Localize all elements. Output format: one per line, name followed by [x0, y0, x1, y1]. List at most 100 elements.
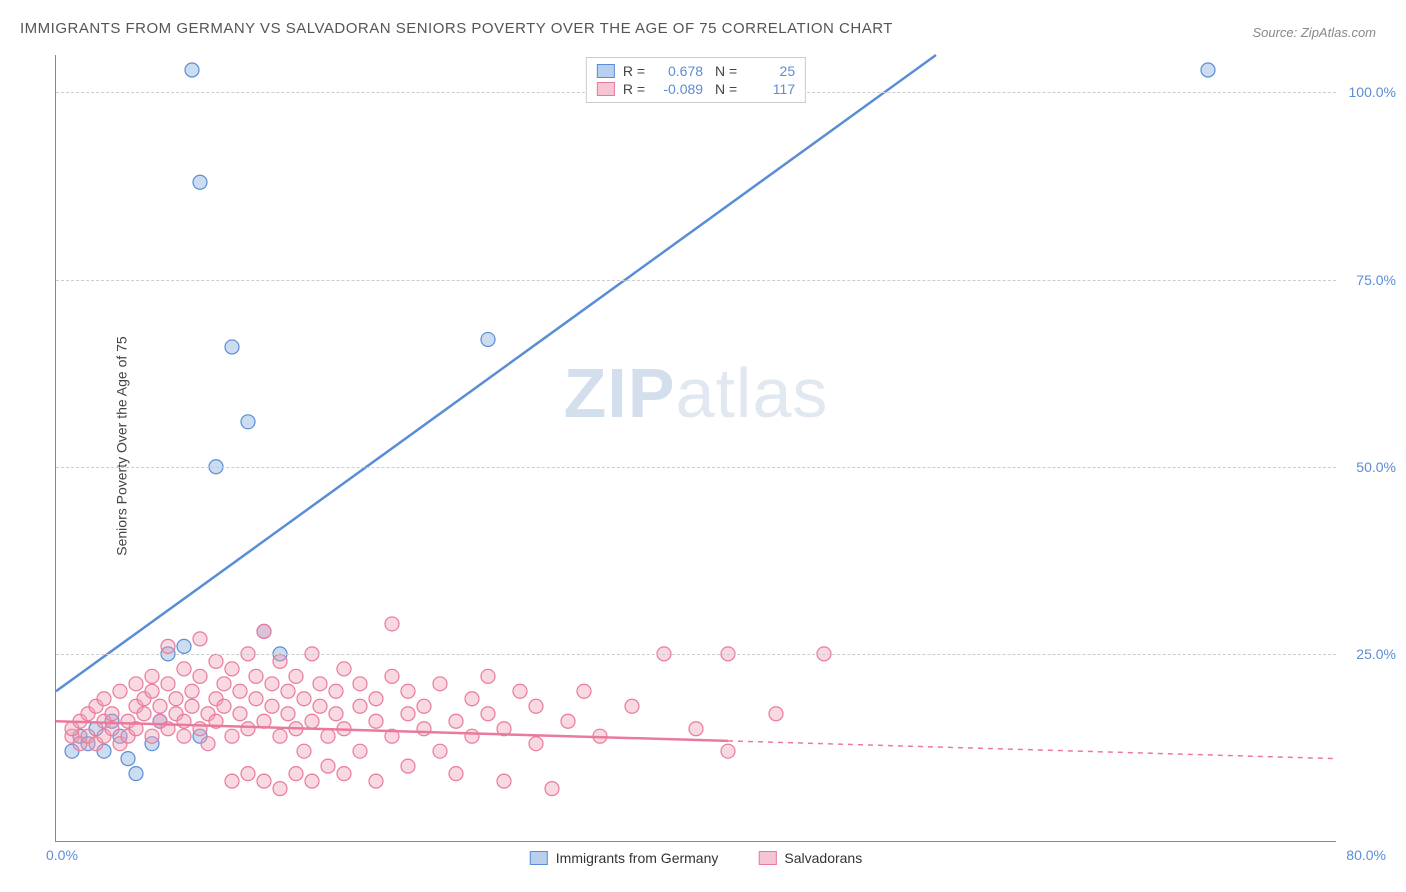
- data-point: [137, 707, 151, 721]
- data-point: [561, 714, 575, 728]
- data-point: [273, 782, 287, 796]
- data-point: [449, 714, 463, 728]
- data-point: [113, 684, 127, 698]
- data-point: [321, 759, 335, 773]
- series-legend: Immigrants from Germany Salvadorans: [530, 850, 862, 866]
- data-point: [433, 677, 447, 691]
- data-point: [193, 632, 207, 646]
- data-point: [225, 774, 239, 788]
- data-point: [385, 669, 399, 683]
- data-point: [513, 684, 527, 698]
- legend-row-series2: R = -0.089 N = 117: [597, 80, 795, 98]
- data-point: [249, 692, 263, 706]
- data-point: [241, 767, 255, 781]
- data-point: [249, 669, 263, 683]
- data-point: [369, 714, 383, 728]
- data-point: [433, 744, 447, 758]
- data-point: [225, 662, 239, 676]
- y-tick-label: 50.0%: [1356, 459, 1396, 475]
- swatch-salvadorans-icon: [758, 851, 776, 865]
- legend-label-germany: Immigrants from Germany: [556, 850, 719, 866]
- data-point: [353, 744, 367, 758]
- r-value-2: -0.089: [653, 81, 703, 97]
- gridline: [56, 467, 1336, 468]
- data-point: [169, 692, 183, 706]
- data-point: [329, 684, 343, 698]
- swatch-series2: [597, 82, 615, 96]
- data-point: [265, 677, 279, 691]
- source-attribution: Source: ZipAtlas.com: [1252, 25, 1376, 40]
- data-point: [281, 707, 295, 721]
- data-point: [465, 729, 479, 743]
- data-point: [185, 684, 199, 698]
- data-point: [689, 722, 703, 736]
- y-tick-label: 100.0%: [1349, 84, 1396, 100]
- data-point: [529, 699, 543, 713]
- data-point: [545, 782, 559, 796]
- x-tick-label: 80.0%: [1346, 847, 1386, 863]
- y-tick-label: 25.0%: [1356, 646, 1396, 662]
- data-point: [721, 744, 735, 758]
- data-point: [401, 759, 415, 773]
- gridline: [56, 280, 1336, 281]
- data-point: [529, 737, 543, 751]
- data-point: [201, 737, 215, 751]
- data-point: [329, 707, 343, 721]
- data-point: [257, 774, 271, 788]
- gridline: [56, 654, 1336, 655]
- data-point: [401, 684, 415, 698]
- legend-item-germany: Immigrants from Germany: [530, 850, 719, 866]
- data-point: [497, 774, 511, 788]
- data-point: [769, 707, 783, 721]
- data-point: [209, 654, 223, 668]
- data-point: [217, 699, 231, 713]
- r-value-1: 0.678: [653, 63, 703, 79]
- data-point: [217, 677, 231, 691]
- data-point: [289, 767, 303, 781]
- data-point: [305, 774, 319, 788]
- data-point: [241, 415, 255, 429]
- data-point: [353, 699, 367, 713]
- chart-plot-area: ZIPatlas R = 0.678 N = 25 R = -0.089 N =…: [55, 55, 1336, 842]
- data-point: [153, 699, 167, 713]
- data-point: [193, 175, 207, 189]
- data-point: [401, 707, 415, 721]
- x-tick-label: 0.0%: [46, 847, 78, 863]
- data-point: [417, 722, 431, 736]
- correlation-legend-box: R = 0.678 N = 25 R = -0.089 N = 117: [586, 57, 806, 103]
- data-point: [417, 699, 431, 713]
- data-point: [625, 699, 639, 713]
- data-point: [233, 707, 247, 721]
- swatch-series1: [597, 64, 615, 78]
- r-label-2: R =: [623, 81, 645, 97]
- data-point: [465, 692, 479, 706]
- data-point: [265, 699, 279, 713]
- data-point: [321, 729, 335, 743]
- data-point: [145, 669, 159, 683]
- trend-line-dashed: [728, 741, 1336, 759]
- data-point: [281, 684, 295, 698]
- data-point: [313, 677, 327, 691]
- data-point: [273, 729, 287, 743]
- y-tick-label: 75.0%: [1356, 272, 1396, 288]
- data-point: [185, 63, 199, 77]
- swatch-germany-icon: [530, 851, 548, 865]
- data-point: [129, 767, 143, 781]
- plot-svg: [56, 55, 1336, 841]
- data-point: [185, 699, 199, 713]
- data-point: [297, 692, 311, 706]
- data-point: [369, 692, 383, 706]
- n-value-1: 25: [745, 63, 795, 79]
- data-point: [105, 707, 119, 721]
- trend-line-solid: [56, 55, 936, 691]
- data-point: [297, 744, 311, 758]
- data-point: [97, 692, 111, 706]
- data-point: [257, 624, 271, 638]
- data-point: [145, 684, 159, 698]
- data-point: [129, 677, 143, 691]
- data-point: [577, 684, 591, 698]
- chart-title: IMMIGRANTS FROM GERMANY VS SALVADORAN SE…: [20, 20, 893, 37]
- data-point: [449, 767, 463, 781]
- data-point: [481, 669, 495, 683]
- n-label-2: N =: [711, 81, 737, 97]
